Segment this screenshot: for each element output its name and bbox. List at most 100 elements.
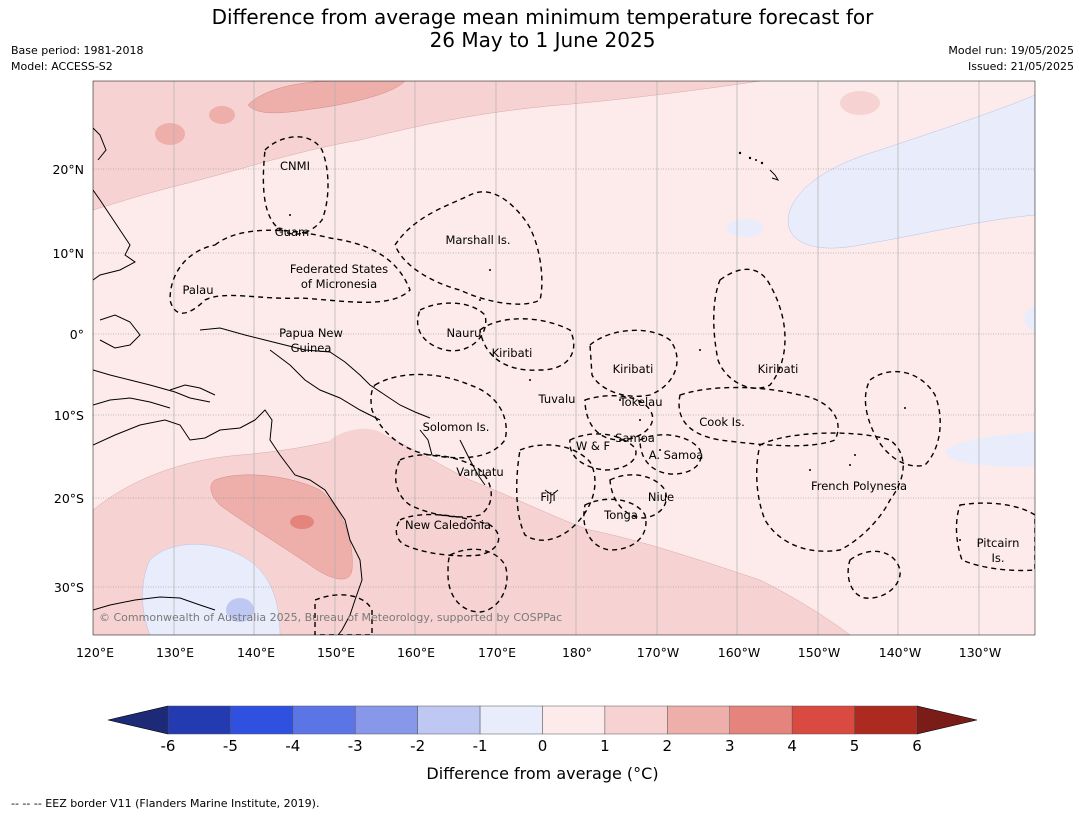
label-fsm-line2: of Micronesia <box>301 277 377 291</box>
label-vanuatu: Vanuatu <box>456 465 503 479</box>
colorbar: -6 -5 -4 -3 -2 -1 0 1 2 3 4 5 6 <box>107 705 978 755</box>
label-tokelau: Tokelau <box>619 395 663 409</box>
title-line-2: 26 May to 1 June 2025 <box>429 28 656 52</box>
anomaly-cool-east <box>945 432 1035 467</box>
colorbar-segment <box>292 705 356 735</box>
lon-tick: 170°W <box>637 645 679 660</box>
colorbar-segment <box>542 705 606 735</box>
label-samoa: Samoa <box>615 431 655 445</box>
label-pitcairn-line1: Pitcairn <box>977 536 1020 550</box>
colorbar-segment <box>230 705 294 735</box>
model-name: Model: ACCESS-S2 <box>11 60 113 73</box>
colorbar-tick-label: -3 <box>348 737 363 755</box>
label-cnmi: CNMI <box>280 159 310 173</box>
lon-tick: 150°W <box>798 645 840 660</box>
lat-tick: 10°S <box>54 408 84 423</box>
label-wallis-futuna: W & F <box>576 439 610 453</box>
label-kiribati-east: Kiribati <box>758 362 799 376</box>
label-tonga: Tonga <box>603 508 638 522</box>
colorbar-segment <box>604 705 668 735</box>
lat-tick: 20°N <box>52 162 84 177</box>
anomaly-1-2-southwest-2 <box>326 428 391 467</box>
map-area: CNMI Guam Marshall Is. Federated States … <box>93 81 1035 635</box>
anomaly-2-3-australia <box>210 474 353 580</box>
map-frame <box>92 80 1036 636</box>
colorbar-segment <box>355 705 418 735</box>
colorbar-tick-label: 6 <box>912 737 922 755</box>
label-png-line2: Guinea <box>291 341 332 355</box>
colorbar-high-extension <box>916 705 978 735</box>
label-png-line1: Papua New <box>279 326 343 340</box>
label-new-caledonia: New Caledonia <box>405 518 491 532</box>
gridlines <box>173 81 980 635</box>
anomaly-2-3-spot <box>155 123 185 145</box>
colorbar-segment <box>791 705 855 735</box>
label-nauru: Nauru <box>447 326 482 340</box>
eez-footnote: -- -- -- EEZ border V11 (Flanders Marine… <box>11 797 320 810</box>
latitude-tick-labels: 20°N 10°N 0° 10°S 20°S 30°S <box>52 162 84 595</box>
anomaly-3-4-spot <box>290 515 314 529</box>
colorbar-segment <box>729 705 793 735</box>
lon-tick: 170°E <box>478 645 516 660</box>
label-fiji: Fiji <box>540 490 555 504</box>
label-french-polynesia: French Polynesia <box>811 479 907 493</box>
lat-tick: 0° <box>70 327 84 342</box>
longitude-tick-labels: 120°E 130°E 140°E 150°E 160°E 170°E 180°… <box>76 645 1001 660</box>
colorbar-tick-label: 4 <box>787 737 797 755</box>
anomaly-cool-northeast <box>787 94 1035 249</box>
colorbar-tick-label: 2 <box>663 737 673 755</box>
region-labels: CNMI Guam Marshall Is. Federated States … <box>183 159 1020 565</box>
base-period: Base period: 1981-2018 <box>11 44 144 57</box>
colorbar-segment <box>417 705 481 735</box>
label-kiribati-west: Kiribati <box>492 346 533 360</box>
colorbar-tick-label: 1 <box>600 737 610 755</box>
lat-tick: 30°S <box>54 580 84 595</box>
colorbar-tick-label: -6 <box>161 737 176 755</box>
lat-tick: 10°N <box>52 246 84 261</box>
colorbar-segment <box>667 705 730 735</box>
label-solomon-is: Solomon Is. <box>423 420 490 434</box>
anomaly-1-2-spot <box>840 91 880 115</box>
lon-tick: 140°E <box>237 645 275 660</box>
model-run: Model run: 19/05/2025 <box>948 44 1074 57</box>
anomaly-2-3-spot <box>209 106 235 124</box>
lat-tick: 20°S <box>54 491 84 506</box>
label-guam: Guam <box>275 225 309 239</box>
label-palau: Palau <box>183 283 214 297</box>
label-marshall-is: Marshall Is. <box>445 233 510 247</box>
lon-tick: 160°E <box>397 645 435 660</box>
label-kiribati-central: Kiribati <box>613 362 654 376</box>
right-metadata: Model run: 19/05/2025 Issued: 21/05/2025 <box>948 43 1074 75</box>
colorbar-segment <box>479 705 543 735</box>
lon-tick: 130°E <box>156 645 194 660</box>
label-cook-is: Cook Is. <box>699 415 744 429</box>
label-fsm-line1: Federated States <box>290 262 388 276</box>
colorbar-tick-label: -5 <box>223 737 238 755</box>
title-line-1: Difference from average mean minimum tem… <box>211 5 874 29</box>
lon-tick: 140°W <box>879 645 921 660</box>
colorbar-title: Difference from average (°C) <box>426 764 659 783</box>
label-pitcairn-line2: Is. <box>991 551 1004 565</box>
anomaly-cool-spot <box>727 219 763 237</box>
colorbar-tick-label: 0 <box>538 737 548 755</box>
anomaly-1-2-north <box>93 81 761 211</box>
colorbar-segment <box>854 705 918 735</box>
label-tuvalu: Tuvalu <box>538 392 576 406</box>
lon-tick: 160°W <box>718 645 760 660</box>
issued-date: Issued: 21/05/2025 <box>967 60 1074 73</box>
colorbar-tick-label: 3 <box>725 737 735 755</box>
chart-title: Difference from average mean minimum tem… <box>0 6 1085 52</box>
colorbar-low-extension <box>107 705 169 735</box>
colorbar-segment <box>167 705 231 735</box>
lon-tick: 130°W <box>959 645 1001 660</box>
eez-borders <box>169 136 1035 635</box>
latitude-lines <box>93 168 1035 588</box>
copyright-notice: © Commonwealth of Australia 2025, Bureau… <box>99 611 562 624</box>
label-american-samoa: A. Samoa <box>649 448 704 462</box>
left-metadata: Base period: 1981-2018 Model: ACCESS-S2 <box>11 43 143 75</box>
lon-tick: 180° <box>562 645 592 660</box>
island-dots <box>279 151 961 541</box>
lon-tick: 150°E <box>317 645 355 660</box>
anomaly-2-3-north <box>247 81 406 114</box>
